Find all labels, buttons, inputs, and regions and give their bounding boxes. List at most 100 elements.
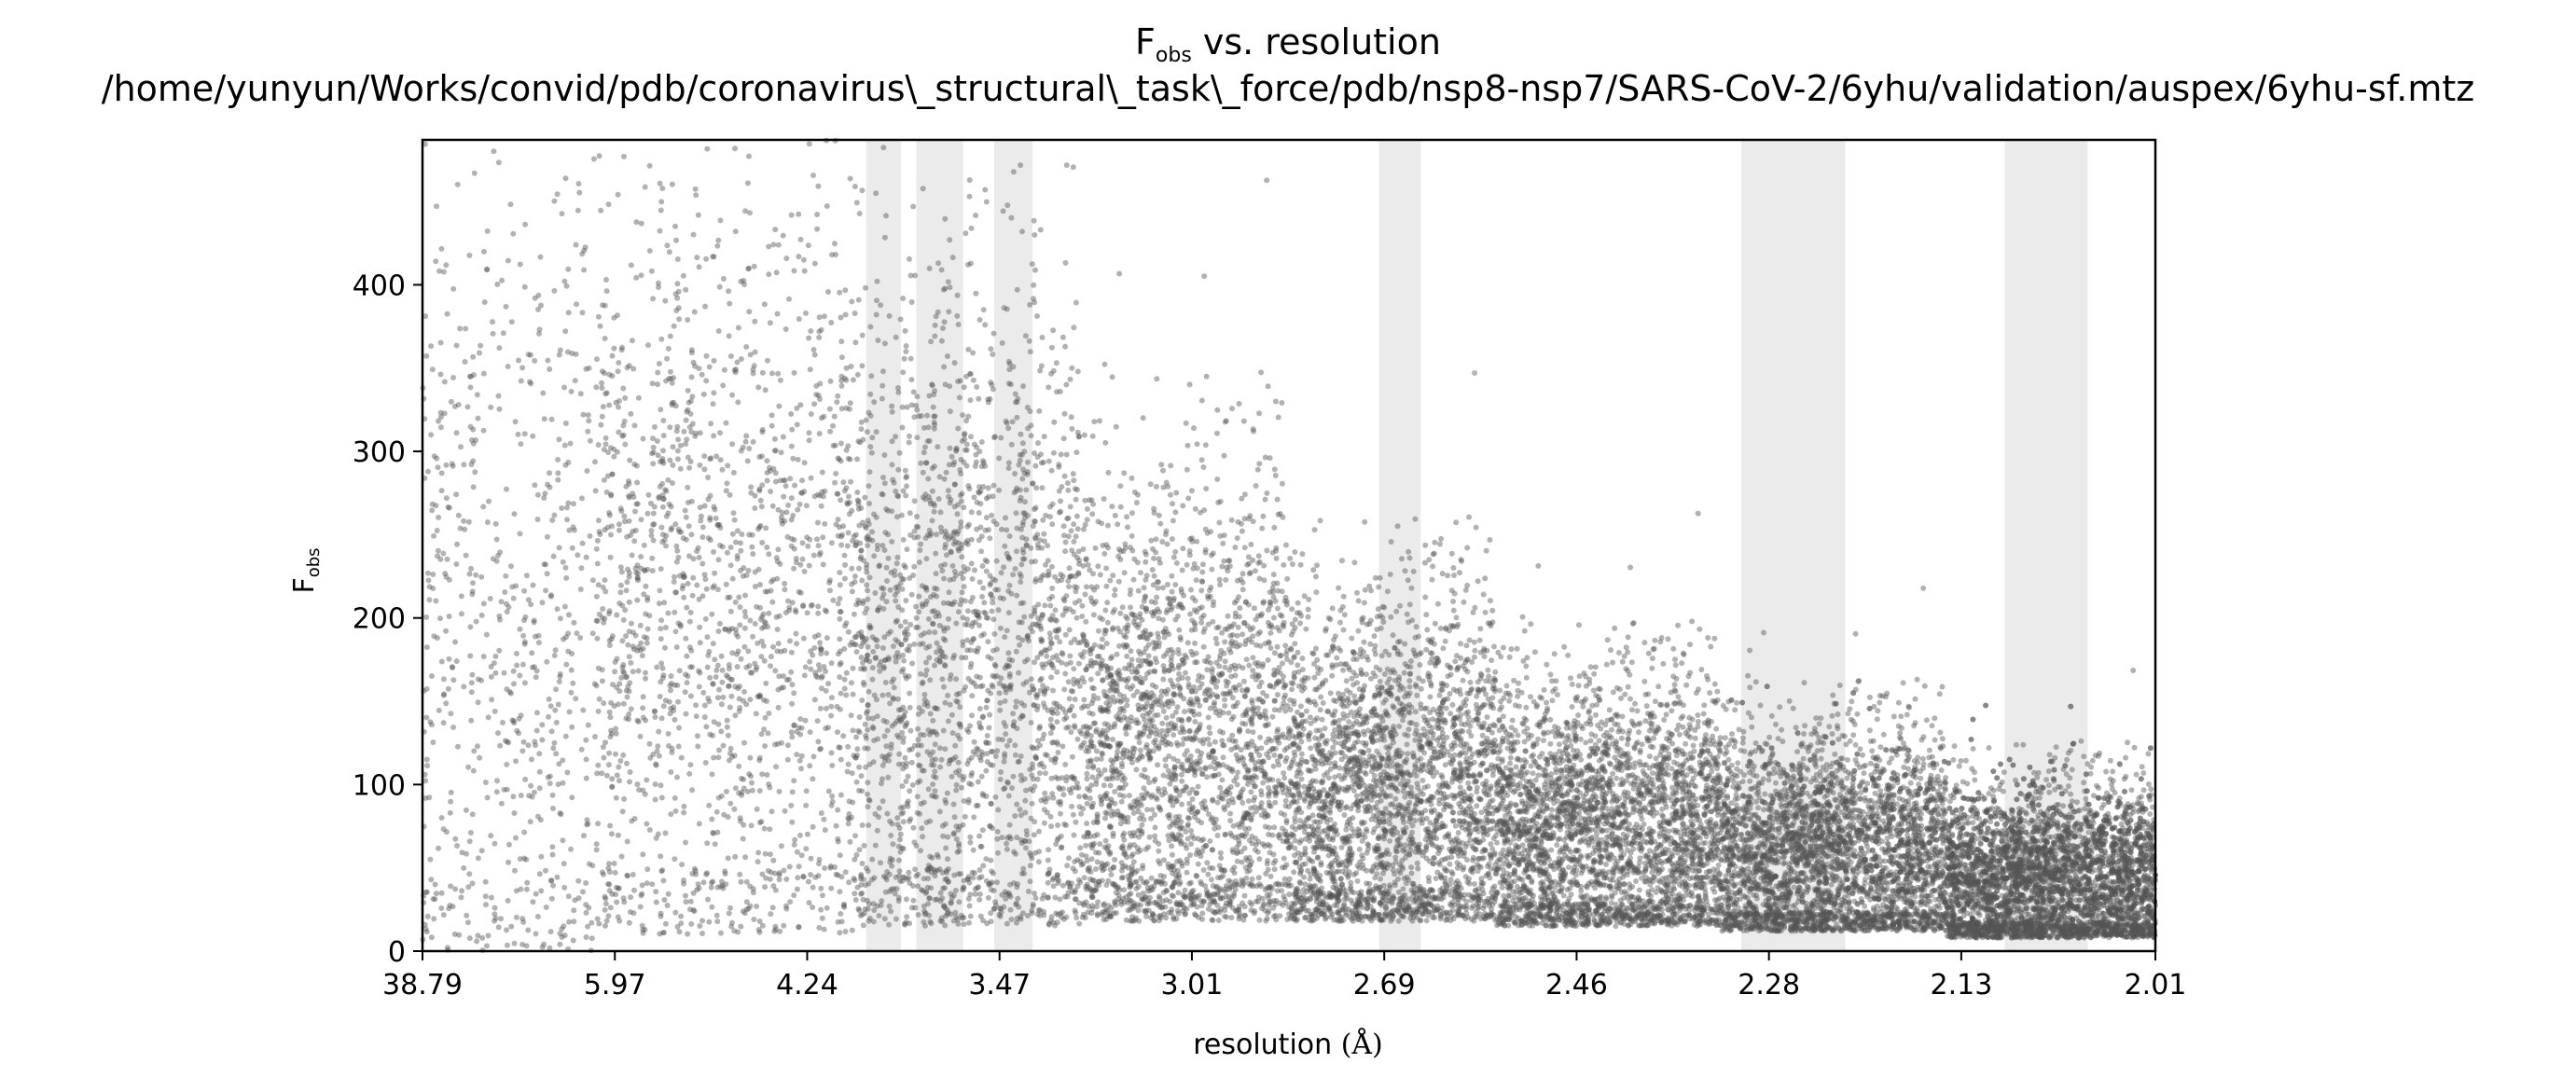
data-point: [504, 609, 510, 615]
data-point: [849, 770, 855, 777]
data-point: [634, 501, 641, 507]
data-point: [676, 668, 683, 674]
data-point: [819, 489, 825, 495]
data-point: [1038, 460, 1045, 466]
data-point: [1032, 299, 1038, 306]
data-point: [436, 514, 442, 520]
data-point: [766, 610, 772, 616]
data-point: [547, 593, 554, 600]
data-point: [498, 800, 505, 807]
data-point: [960, 412, 966, 419]
data-point: [1032, 518, 1038, 525]
data-point: [488, 664, 494, 670]
data-point: [1058, 451, 1064, 458]
data-point: [443, 495, 450, 502]
data-point: [756, 486, 763, 492]
data-point: [837, 661, 843, 668]
data-point: [868, 373, 875, 380]
data-point: [940, 325, 946, 331]
data-point: [1073, 915, 1080, 921]
data-point: [954, 511, 961, 518]
data-point: [957, 467, 963, 473]
data-point: [852, 642, 859, 648]
data-point: [813, 392, 820, 398]
data-point: [772, 741, 778, 748]
data-point: [849, 814, 854, 821]
data-point: [667, 333, 673, 339]
data-point: [797, 716, 804, 722]
data-point: [1041, 807, 1047, 813]
data-point: [822, 488, 828, 494]
data-point: [1006, 738, 1013, 744]
data-point: [920, 603, 925, 610]
data-point: [1131, 489, 1138, 495]
data-point: [662, 920, 669, 927]
data-point: [735, 633, 741, 640]
data-point: [706, 364, 713, 370]
data-point: [727, 757, 732, 764]
data-point: [696, 668, 702, 674]
data-point: [738, 923, 744, 930]
data-point: [727, 745, 734, 752]
data-point: [764, 772, 770, 778]
data-point: [947, 445, 953, 451]
data-point: [850, 665, 856, 671]
data-point: [674, 256, 681, 262]
data-point: [450, 665, 456, 670]
data-point: [555, 476, 561, 483]
data-point: [769, 503, 776, 509]
data-point: [1071, 681, 1077, 687]
data-point: [1002, 684, 1008, 690]
data-point: [953, 447, 960, 453]
data-point: [959, 655, 965, 661]
data-point: [972, 567, 977, 573]
data-point: [1018, 778, 1025, 783]
data-point: [462, 526, 468, 532]
data-point: [589, 630, 596, 637]
data-point: [878, 780, 884, 787]
data-point: [992, 753, 999, 759]
data-point: [889, 679, 895, 685]
data-point: [549, 517, 556, 523]
data-point: [532, 357, 538, 364]
data-point: [553, 719, 560, 725]
data-point: [900, 488, 907, 494]
data-point: [935, 260, 942, 267]
data-point: [481, 299, 488, 305]
data-point: [996, 690, 1003, 697]
data-point: [466, 571, 473, 577]
data-point: [1048, 563, 1055, 570]
data-point: [686, 644, 693, 651]
data-point: [1023, 542, 1030, 548]
data-point: [962, 813, 968, 820]
data-point: [776, 788, 782, 794]
data-point: [825, 681, 832, 687]
data-point: [916, 762, 922, 768]
data-point: [1039, 485, 1046, 491]
data-point: [552, 647, 559, 654]
data-point: [1147, 481, 1154, 488]
data-point: [1010, 773, 1017, 780]
data-point: [503, 738, 508, 744]
data-point: [984, 697, 990, 704]
data-point: [858, 419, 865, 425]
data-point: [626, 716, 631, 723]
data-point: [710, 681, 716, 687]
data-point: [720, 885, 727, 891]
data-point: [1079, 654, 1086, 660]
data-point: [990, 749, 996, 754]
data-point: [946, 309, 952, 315]
data-point: [699, 534, 706, 540]
data-point: [658, 679, 664, 685]
data-point: [773, 764, 780, 770]
data-point: [586, 861, 592, 867]
data-point: [629, 552, 635, 559]
data-point: [713, 674, 719, 680]
data-point: [672, 909, 679, 916]
data-point: [661, 600, 668, 606]
data-point: [925, 786, 932, 793]
data-point: [585, 428, 591, 435]
data-point: [602, 895, 609, 902]
data-point: [631, 462, 638, 467]
data-point: [1195, 783, 1201, 790]
